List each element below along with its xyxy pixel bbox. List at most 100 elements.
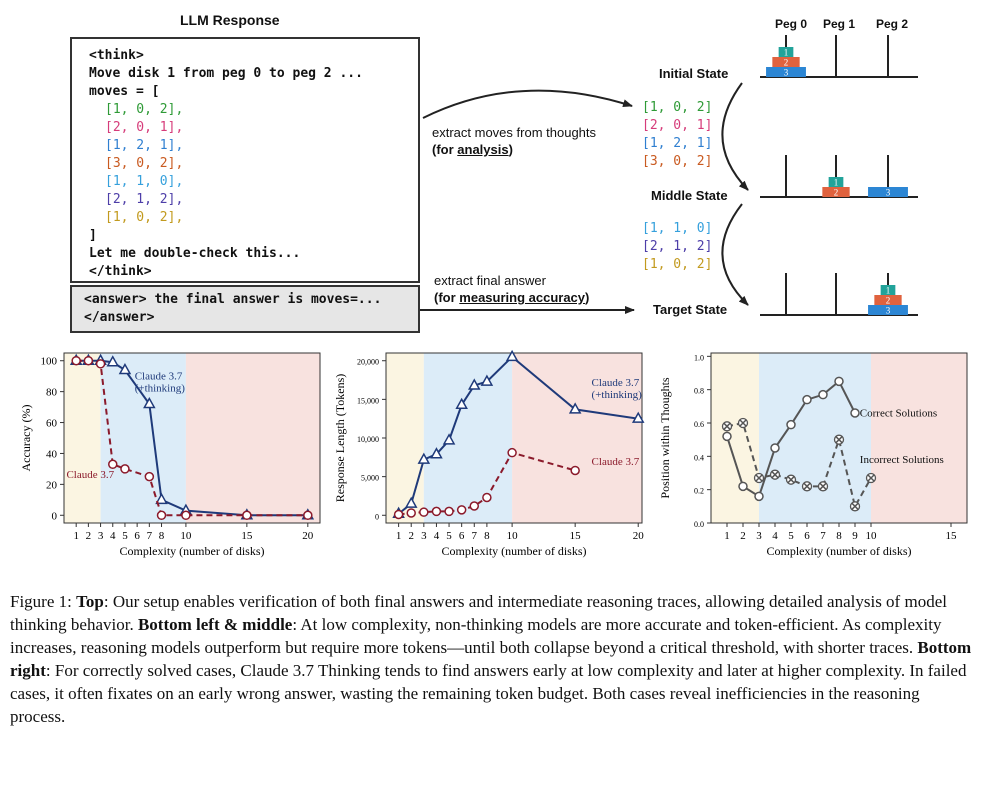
extract-final-sub-suffix: ) bbox=[585, 290, 590, 305]
plot-frame bbox=[63, 352, 321, 524]
series-1-point bbox=[787, 476, 795, 484]
series-1-point bbox=[393, 509, 404, 520]
series-0-point bbox=[404, 496, 418, 508]
initial-state-disk-3 bbox=[766, 67, 806, 77]
x-tick-label: 6 bbox=[804, 530, 810, 542]
x-tick-label: 15 bbox=[946, 530, 958, 542]
think-recheck-line: Let me double-check this... bbox=[89, 246, 301, 261]
series-1-point bbox=[444, 506, 454, 517]
series-label-1: Claude 3.7 bbox=[592, 456, 640, 468]
series-1-point bbox=[739, 419, 747, 427]
series-1-point bbox=[835, 436, 843, 444]
x-mark-b bbox=[755, 474, 763, 482]
y-axis-label: Position within Thoughts bbox=[658, 377, 672, 498]
think-open-tag: <think> bbox=[89, 48, 144, 63]
series-1-point bbox=[469, 501, 480, 511]
series-0-point bbox=[143, 396, 156, 409]
extract-final-sub-underlined: measuring accuracy bbox=[459, 290, 586, 305]
figure-caption: Figure 1: Top: Our setup enables verific… bbox=[10, 590, 975, 728]
series-0-point bbox=[722, 431, 732, 442]
series-0-point bbox=[106, 355, 120, 367]
x-tick-label: 7 bbox=[147, 530, 153, 542]
x-mark-b bbox=[851, 502, 859, 510]
middle-state-disk-label-3: 3 bbox=[886, 188, 891, 198]
series-0-point bbox=[770, 443, 780, 453]
series-label-0: Claude 3.7 bbox=[135, 370, 183, 382]
x-tick-label: 5 bbox=[788, 530, 794, 542]
series-label-1: Incorrect Solutions bbox=[860, 454, 944, 466]
x-tick-label: 4 bbox=[110, 530, 116, 542]
y-tick-label: 5,000 bbox=[361, 474, 379, 483]
extracted-move-b-2: [2, 1, 2] bbox=[642, 239, 713, 254]
series-0-point bbox=[430, 447, 443, 459]
x-tick-label: 2 bbox=[408, 530, 414, 542]
initial-state-disk-1 bbox=[778, 47, 794, 57]
x-mark-b bbox=[835, 436, 843, 444]
x-tick-label: 20 bbox=[633, 530, 645, 542]
x-tick-label: 2 bbox=[86, 530, 92, 542]
series-line-1 bbox=[726, 421, 872, 510]
x-tick-label: 15 bbox=[241, 530, 253, 542]
think-move-3: [1, 2, 1], bbox=[105, 138, 184, 153]
extracted-move-b-1: [1, 1, 0] bbox=[642, 221, 713, 236]
series-0-point bbox=[468, 378, 481, 390]
series-0-point bbox=[802, 394, 812, 405]
caption-fig: Figure 1: bbox=[10, 592, 77, 611]
middle-state-disk-label-1: 1 bbox=[834, 178, 839, 188]
middle-state-disk-1 bbox=[828, 177, 844, 187]
series-1-point bbox=[108, 459, 118, 470]
x-tick-label: 5 bbox=[122, 530, 128, 542]
y-tick-label: 100 bbox=[41, 356, 58, 368]
series-1-point bbox=[851, 502, 859, 510]
extract-moves-sub-suffix: ) bbox=[508, 142, 513, 157]
x-axis-label: Complexity (number of disks) bbox=[442, 544, 587, 558]
region-0 bbox=[64, 353, 101, 523]
series-1-point bbox=[819, 482, 827, 490]
x-tick-label: 7 bbox=[472, 530, 478, 542]
y-tick-label: 0 bbox=[52, 510, 58, 522]
target-state-disk-label-3: 3 bbox=[886, 306, 891, 316]
x-mark-b bbox=[739, 419, 747, 427]
series-label-0: Claude 3.7 bbox=[592, 377, 640, 389]
series-0-point bbox=[505, 349, 519, 362]
x-tick-label: 10 bbox=[866, 530, 878, 542]
think-box: <think> Move disk 1 from peg 0 to peg 2 … bbox=[70, 37, 420, 283]
extracted-move-a-1: [1, 0, 2] bbox=[642, 100, 713, 115]
region-2 bbox=[512, 353, 642, 523]
caption-left-middle-bold: Bottom left & middle bbox=[137, 615, 293, 634]
initial-state-disk-label-1: 1 bbox=[784, 48, 789, 58]
target-state-disk-1 bbox=[880, 285, 896, 295]
target-state-disk-2 bbox=[874, 295, 902, 305]
series-1-point bbox=[95, 359, 106, 369]
x-mark-b bbox=[787, 476, 795, 484]
series-0-point bbox=[631, 411, 645, 423]
y-tick-label: 60 bbox=[46, 418, 58, 430]
arrow-initial-to-middle bbox=[721, 82, 749, 191]
caption-top-text: : Our setup enables verification of both… bbox=[10, 592, 947, 634]
x-tick-label: 6 bbox=[134, 530, 140, 542]
y-axis-label: Response Length (Tokens) bbox=[333, 374, 347, 502]
series-label-0: Correct Solutions bbox=[860, 407, 937, 419]
extract-moves-sublabel: (for analysis) bbox=[432, 142, 513, 157]
x-tick-label: 3 bbox=[421, 530, 427, 542]
x-tick-label: 1 bbox=[396, 530, 402, 542]
series-1-point bbox=[303, 510, 313, 521]
series-0-point bbox=[155, 492, 168, 505]
x-axis-label: Complexity (number of disks) bbox=[120, 544, 265, 558]
series-1-point bbox=[71, 355, 81, 366]
series-1-point bbox=[419, 507, 429, 517]
peg-2-label: Peg 2 bbox=[876, 17, 909, 31]
region-0 bbox=[711, 353, 759, 523]
x-tick-label: 2 bbox=[740, 530, 746, 542]
series-label-1: Claude 3.7 bbox=[66, 469, 114, 481]
y-tick-label: 10,000 bbox=[357, 435, 379, 444]
caption-top-bold: Top bbox=[76, 592, 104, 611]
target-state-disk-3 bbox=[868, 305, 908, 315]
x-tick-label: 5 bbox=[446, 530, 452, 542]
series-0-point bbox=[818, 389, 828, 400]
answer-box: <answer> the final answer is moves=... <… bbox=[70, 285, 420, 333]
x-tick-label: 9 bbox=[852, 530, 858, 542]
peg-0-label: Peg 0 bbox=[775, 17, 808, 31]
y-axis-label: Accuracy (%) bbox=[19, 405, 33, 472]
